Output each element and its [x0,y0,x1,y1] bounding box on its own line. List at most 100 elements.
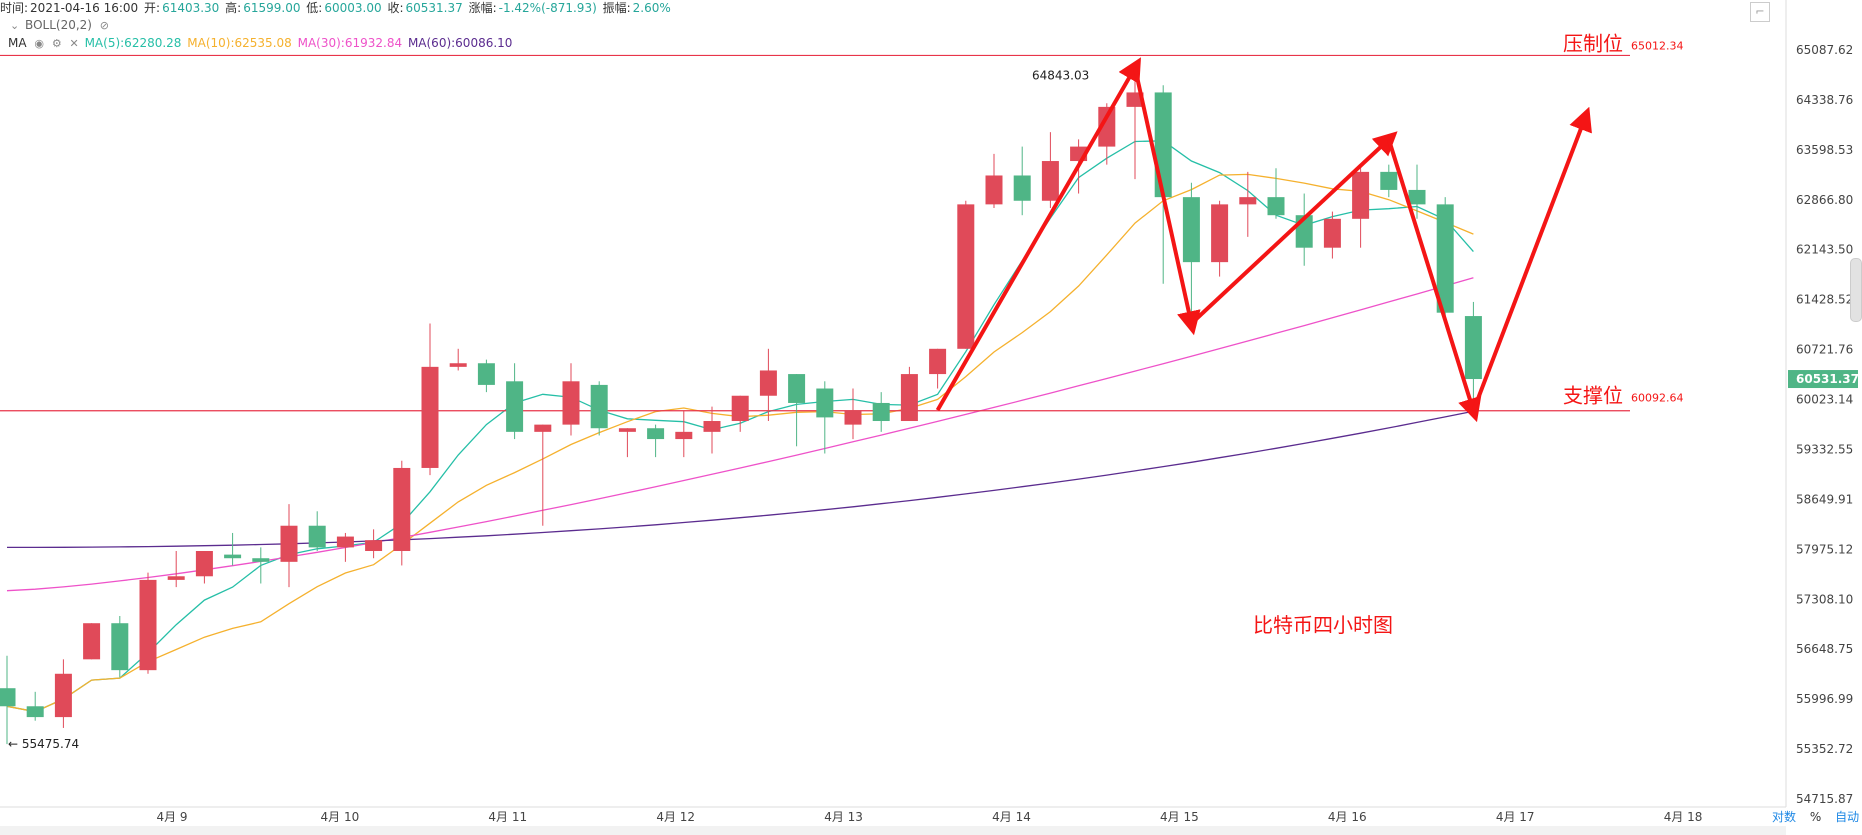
y-tick-label: 60721.76 [1796,343,1853,357]
candle-body [506,381,524,432]
y-tick-label: 56648.75 [1796,642,1853,656]
candle-body [393,467,411,552]
x-tick-label: 4月 14 [992,810,1031,824]
y-tick-label: 63598.53 [1796,143,1853,157]
horizontal-scrollbar[interactable] [0,826,1786,835]
candle-body [703,421,721,432]
ma30-value: MA(30):61932.84 [297,36,403,50]
ma10-value: MA(10):62535.08 [187,36,292,50]
close-icon[interactable]: ✕ [69,37,79,50]
candle-body [26,706,44,718]
amplitude-label: 振幅: [602,1,631,15]
eye-off-icon[interactable]: ⊘ [99,19,110,32]
candle-body [139,579,157,671]
y-tick-label: 55352.72 [1796,742,1853,756]
high-marker: 64843.03 [1032,69,1089,83]
eye-icon[interactable]: ◉ [34,37,44,50]
current-price-badge [1788,370,1858,389]
ma60-value: MA(60):60086.10 [407,36,513,50]
high-label: 高: [225,1,242,15]
candle-body [336,536,354,548]
chevron-down-icon[interactable]: ⌄ [10,19,20,32]
candle-body [788,374,806,403]
amplitude-value: 2.60% [632,1,671,15]
candle-body [477,363,495,385]
candle-body [1323,218,1341,248]
ma-label: MA [8,36,27,50]
candle-body [675,431,693,440]
candles [0,67,1482,745]
ma-indicator-row[interactable]: MA ◉ ⚙ ✕ MA(5):62280.28 MA(10):62535.08 … [8,35,514,52]
candle-body [1267,197,1285,216]
expand-icon[interactable]: ⌐ [1750,2,1770,22]
candle-body [252,558,270,562]
candle-body [1239,197,1257,205]
auto-scale-button[interactable]: 自动 [1835,810,1860,824]
ma30-line [6,277,1474,592]
candle-body [1013,175,1031,201]
candle-body [647,428,665,440]
y-tick-label: 54715.87 [1796,792,1853,806]
x-tick-label: 4月 15 [1160,810,1199,824]
trend-arrow [1190,131,1398,325]
y-tick-label: 59332.55 [1796,442,1853,456]
y-axis: 65087.62 64338.76 63598.53 62866.80 62143.50… [1796,43,1853,806]
boll-indicator-row[interactable]: ⌄ BOLL(20,2) ⊘ [8,17,111,34]
ma5-value: MA(5):62280.28 [84,36,182,50]
chart-labels: 压制位 65012.34 支撑位 60092.64 比特币四小时图 64843.03 ← 5… [8,31,1859,751]
candle-body [1464,316,1482,380]
x-tick-label: 4月 17 [1496,810,1535,824]
y-tick-label: 62866.80 [1796,193,1853,207]
trend-arrow [935,57,1141,412]
close-value: 60531.37 [405,1,463,15]
x-tick-label: 4月 18 [1664,810,1703,824]
support-label: 支撑位 [1563,384,1623,408]
y-tick-label: 57975.12 [1796,542,1853,556]
candle-body [54,673,72,718]
candle-body [759,370,777,396]
gear-icon[interactable]: ⚙ [51,37,62,50]
candle-body [816,388,834,418]
candle-body [0,688,16,707]
open-label: 开: [144,1,161,15]
time-label: 时间: [0,1,29,15]
candle-body [83,623,101,660]
candle-body [534,424,552,432]
percent-scale-button[interactable]: % [1809,810,1822,824]
support-value: 60092.64 [1631,392,1684,405]
low-marker: ← 55475.74 [8,737,79,751]
low-value: 60003.00 [324,1,382,15]
x-tick-label: 4月 9 [156,810,187,824]
x-tick-label: 4月 12 [656,810,695,824]
change-label: 涨幅: [468,1,497,15]
log-scale-button[interactable]: 对数 [1772,810,1797,824]
candle-body [985,175,1003,205]
candle-body [900,374,918,422]
x-axis: 4月 9 4月 10 4月 11 4月 12 4月 13 4月 14 4月 15 4月 16 4… [156,810,1702,824]
change-value: -1.42%(-871.93) [498,1,597,15]
candle-body [1211,204,1229,263]
y-tick-label: 61428.52 [1796,293,1853,307]
candle-body [1408,189,1426,205]
level-lines [0,54,1630,412]
candle-body [590,384,608,429]
price-scale-handle[interactable] [1850,258,1862,322]
candle-body [731,395,749,422]
x-tick-label: 4月 11 [488,810,527,824]
resistance-value: 65012.34 [1631,39,1684,52]
candle-body [111,623,129,671]
resistance-label: 压制位 [1563,31,1623,55]
y-tick-label: 65087.62 [1796,43,1853,57]
candle-body [1098,106,1116,147]
candle-body [1380,171,1398,190]
ma60-line [7,410,1474,549]
candle-body [929,348,947,375]
candle-body [449,363,467,367]
candle-body [1182,197,1200,263]
candle-body [1041,161,1059,201]
candle-body [957,204,975,349]
candle-body [1352,171,1370,219]
trend-arrow [1471,106,1592,412]
